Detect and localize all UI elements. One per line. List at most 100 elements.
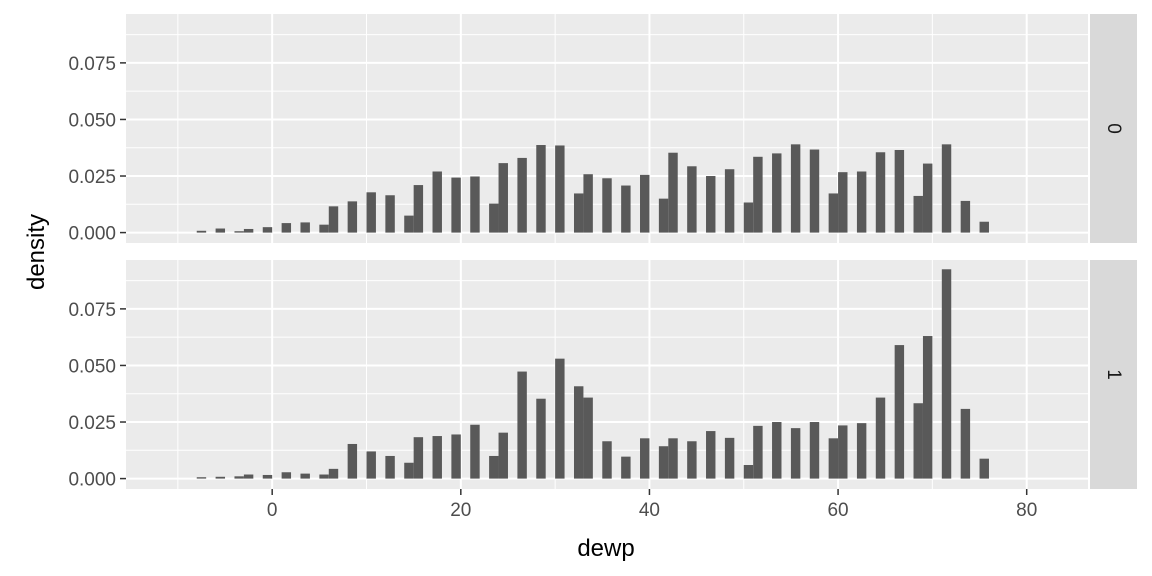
bar — [743, 465, 754, 479]
bar — [366, 451, 376, 479]
bar — [809, 422, 820, 479]
bar — [941, 269, 952, 479]
x-tick-label: 20 — [450, 500, 471, 521]
bar — [922, 163, 933, 233]
bar — [404, 215, 414, 233]
bar — [687, 166, 697, 233]
x-tick-label: 40 — [639, 500, 660, 521]
y-tick-label: 0.025 — [68, 413, 116, 434]
bar — [856, 171, 867, 233]
facet-strip-0-label: 0 — [1103, 123, 1124, 134]
bar — [838, 172, 848, 233]
bar — [856, 423, 867, 479]
bar — [517, 157, 527, 233]
bar — [583, 174, 593, 233]
x-tick-label: 0 — [267, 500, 278, 521]
bar — [941, 144, 952, 233]
bar — [215, 476, 226, 479]
x-tick-label: 80 — [1016, 500, 1037, 521]
facet-strip-0-background — [1090, 14, 1137, 243]
facet-strip-0: 0 — [1090, 14, 1137, 243]
bar — [281, 223, 292, 233]
bar — [413, 437, 424, 479]
bar — [300, 473, 310, 479]
facet-panel-0 — [126, 14, 1088, 243]
bar — [668, 438, 678, 479]
bar — [470, 424, 480, 479]
bar — [687, 441, 697, 479]
bar — [772, 153, 782, 233]
x-axis: 0 20 40 60 80 — [267, 489, 1037, 521]
bar — [432, 171, 442, 233]
bar — [319, 474, 329, 479]
bar — [196, 477, 207, 479]
facet-strip-1-background — [1090, 260, 1137, 489]
y-tick-label: 0.075 — [68, 54, 116, 75]
y-tick-label: 0.050 — [68, 356, 116, 377]
bar — [838, 425, 848, 479]
bar — [828, 193, 839, 233]
bar — [960, 408, 971, 479]
bar — [498, 163, 508, 233]
y-tick-label: 0.000 — [68, 470, 116, 491]
bar — [583, 397, 593, 479]
bar — [555, 145, 565, 233]
bar — [262, 227, 273, 233]
y-axis-title: density — [23, 214, 50, 290]
bar — [724, 437, 735, 479]
bar — [196, 230, 207, 233]
bar — [470, 176, 480, 233]
y-tick-label: 0.000 — [68, 224, 116, 245]
x-tick-label: 60 — [827, 500, 848, 521]
bar — [790, 144, 801, 233]
bar — [668, 152, 678, 233]
bar — [536, 398, 546, 479]
bar — [828, 438, 839, 479]
x-axis-title: dewp — [577, 535, 634, 562]
facet-panel-1 — [126, 260, 1088, 489]
bar — [215, 228, 226, 233]
bar — [706, 431, 716, 479]
bar — [979, 458, 989, 479]
bar — [234, 231, 244, 233]
bar — [243, 474, 254, 479]
bar — [573, 193, 584, 233]
bar — [753, 156, 763, 233]
bar — [328, 206, 339, 233]
y-tick-label: 0.075 — [68, 300, 116, 321]
bar — [536, 145, 546, 233]
bar — [772, 422, 782, 479]
bar — [979, 221, 989, 233]
bar — [894, 345, 905, 479]
y-tick-label: 0.050 — [68, 110, 116, 131]
bar — [451, 434, 461, 479]
bar — [960, 200, 971, 233]
bar — [658, 446, 669, 479]
bar — [319, 224, 329, 233]
bar — [913, 403, 923, 479]
y-axis-panel-1: 0.000 0.025 0.050 0.075 — [68, 300, 126, 491]
bar — [347, 201, 358, 233]
bar — [234, 476, 244, 479]
bar — [451, 177, 461, 233]
bar — [385, 455, 395, 479]
bar — [347, 443, 358, 479]
facet-strip-1-label: 1 — [1103, 369, 1124, 380]
bar — [385, 195, 395, 233]
bar — [300, 222, 310, 233]
bar — [489, 203, 499, 233]
bar — [894, 149, 905, 233]
bar — [743, 202, 754, 233]
bar — [489, 455, 499, 479]
bar — [262, 474, 273, 479]
bar — [413, 185, 424, 233]
bar — [621, 185, 631, 233]
bar — [706, 176, 716, 233]
facet-strip-1: 1 — [1090, 260, 1137, 489]
bar — [658, 198, 669, 233]
bar — [790, 428, 801, 479]
bar — [517, 371, 527, 479]
bar — [913, 195, 923, 233]
bar — [432, 436, 442, 479]
